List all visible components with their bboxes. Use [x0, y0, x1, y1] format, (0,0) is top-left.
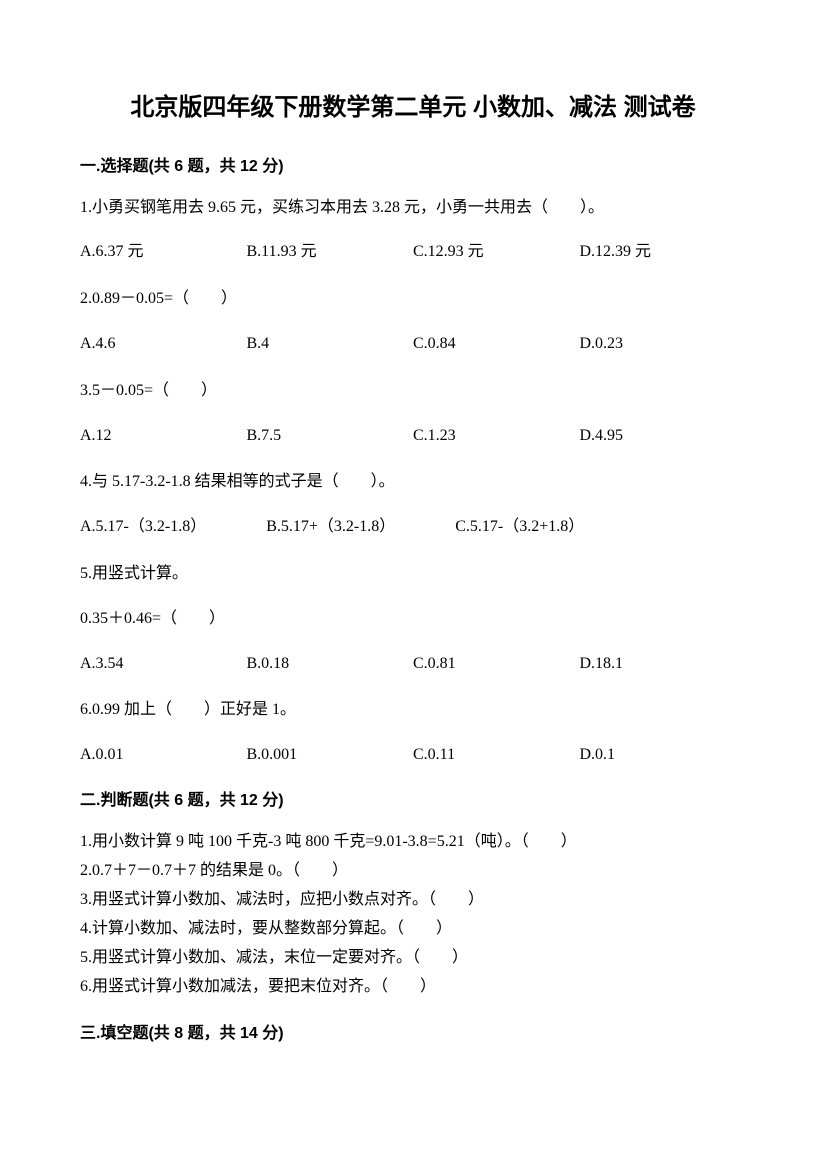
option-a: A.3.54	[80, 650, 247, 679]
question-6: 6.0.99 加上（ ）正好是 1。 A.0.01 B.0.001 C.0.11…	[80, 696, 746, 770]
option-b: B.0.18	[247, 650, 414, 679]
judge-5: 5.用竖式计算小数加、减法，末位一定要对齐。（ ）	[80, 944, 746, 971]
judge-1: 1.用小数计算 9 吨 100 千克-3 吨 800 千克=9.01-3.8=5…	[80, 828, 746, 855]
option-c: C.0.11	[413, 741, 580, 770]
judge-2: 2.0.7＋7－0.7＋7 的结果是 0。（ ）	[80, 857, 746, 884]
question-1-options: A.6.37 元 B.11.93 元 C.12.93 元 D.12.39 元	[80, 238, 746, 267]
option-c: C.5.17‐（3.2+1.8）	[455, 513, 584, 542]
option-c: C.0.81	[413, 650, 580, 679]
option-a: A.5.17‐（3.2‐1.8）	[80, 513, 206, 542]
question-1-text: 1.小勇买钢笔用去 9.65 元，买练习本用去 3.28 元，小勇一共用去（ ）…	[80, 194, 746, 223]
page-title: 北京版四年级下册数学第二单元 小数加、减法 测试卷	[80, 90, 746, 126]
judge-6: 6.用竖式计算小数加减法，要把末位对齐。（ ）	[80, 973, 746, 1000]
option-c: C.0.84	[413, 330, 580, 359]
question-3: 3.5－0.05=（ ） A.12 B.7.5 C.1.23 D.4.95	[80, 377, 746, 451]
question-2-options: A.4.6 B.4 C.0.84 D.0.23	[80, 330, 746, 359]
question-6-text: 6.0.99 加上（ ）正好是 1。	[80, 696, 746, 725]
question-2: 2.0.89－0.05=（ ） A.4.6 B.4 C.0.84 D.0.23	[80, 285, 746, 359]
option-c: C.1.23	[413, 422, 580, 451]
section-2-header: 二.判断题(共 6 题，共 12 分)	[80, 788, 746, 814]
question-5-options: A.3.54 B.0.18 C.0.81 D.18.1	[80, 650, 746, 679]
option-d: D.18.1	[580, 650, 747, 679]
question-5: 5.用竖式计算。 0.35＋0.46=（ ） A.3.54 B.0.18 C.0…	[80, 560, 746, 678]
question-5-text1: 5.用竖式计算。	[80, 560, 746, 589]
question-3-text: 3.5－0.05=（ ）	[80, 377, 746, 406]
question-2-text: 2.0.89－0.05=（ ）	[80, 285, 746, 314]
option-b: B.11.93 元	[247, 238, 414, 267]
section-1-header: 一.选择题(共 6 题，共 12 分)	[80, 154, 746, 180]
question-4-text: 4.与 5.17‐3.2‐1.8 结果相等的式子是（ ）。	[80, 468, 746, 497]
question-5-text2: 0.35＋0.46=（ ）	[80, 605, 746, 634]
question-4-options: A.5.17‐（3.2‐1.8） B.5.17+（3.2‐1.8） C.5.17…	[80, 513, 746, 542]
option-b: B.4	[247, 330, 414, 359]
option-a: A.6.37 元	[80, 238, 247, 267]
judge-3: 3.用竖式计算小数加、减法时，应把小数点对齐。（ ）	[80, 886, 746, 913]
option-b: B.0.001	[247, 741, 414, 770]
option-a: A.0.01	[80, 741, 247, 770]
option-c: C.12.93 元	[413, 238, 580, 267]
option-d: D.0.1	[580, 741, 747, 770]
option-a: A.4.6	[80, 330, 247, 359]
judge-4: 4.计算小数加、减法时，要从整数部分算起。（ ）	[80, 915, 746, 942]
section-3-header: 三.填空题(共 8 题，共 14 分)	[80, 1021, 746, 1047]
question-1: 1.小勇买钢笔用去 9.65 元，买练习本用去 3.28 元，小勇一共用去（ ）…	[80, 194, 746, 268]
question-3-options: A.12 B.7.5 C.1.23 D.4.95	[80, 422, 746, 451]
option-b: B.5.17+（3.2‐1.8）	[266, 513, 395, 542]
option-d: D.0.23	[580, 330, 747, 359]
question-6-options: A.0.01 B.0.001 C.0.11 D.0.1	[80, 741, 746, 770]
option-b: B.7.5	[247, 422, 414, 451]
option-d: D.12.39 元	[580, 238, 747, 267]
question-4: 4.与 5.17‐3.2‐1.8 结果相等的式子是（ ）。 A.5.17‐（3.…	[80, 468, 746, 542]
option-d: D.4.95	[580, 422, 747, 451]
option-a: A.12	[80, 422, 247, 451]
